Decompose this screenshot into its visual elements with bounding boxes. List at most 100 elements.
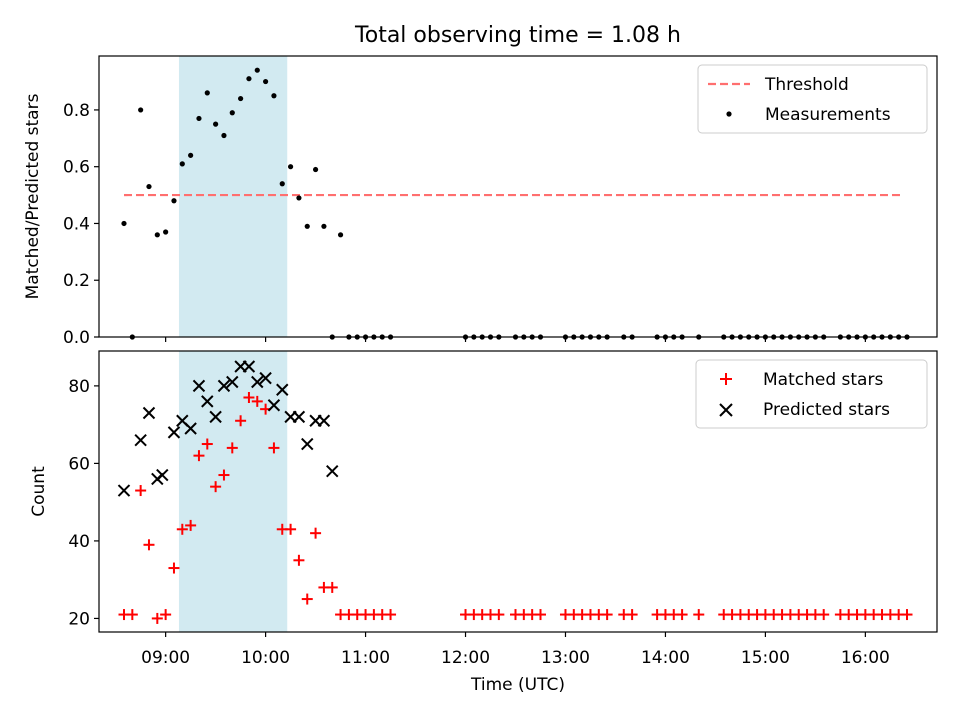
matched-point [268,442,280,454]
count-x-ticks: 09:00 10:00 11:00 12:00 13:00 14:00 15:00 16:00 [141,632,890,668]
matched-point [301,593,313,605]
measurement-point [146,183,152,190]
measurement-point [287,164,294,170]
measurement-point [138,107,144,113]
legend-measurements-label: Measurements [765,105,891,125]
y-tick-label: 0.4 [63,214,90,234]
measurement-point [321,223,327,229]
measurement-point [188,152,194,158]
measurement-point [304,223,310,229]
x-tick-label: 12:00 [441,648,490,668]
y-tick-label: 0.8 [63,101,90,121]
matched-point [160,609,172,621]
legend-predicted-label: Predicted stars [763,400,890,420]
legend-matched-swatch [720,373,732,385]
predicted-point [217,379,231,393]
count-plot-frame [98,350,938,633]
predicted-point [201,395,214,408]
predicted-point [251,375,264,389]
measurement-point [296,195,302,201]
measurement-point [121,220,127,227]
y-tick-label: 40 [68,532,90,552]
matched-point [226,442,238,454]
matched-point [185,519,197,531]
y-tick-label: 80 [68,377,90,397]
measurement-point [221,132,227,139]
measurement-point [263,78,269,85]
predicted-point [134,433,147,447]
ratio-marks [121,67,910,340]
predicted-point [276,383,289,396]
ratio-legend: Threshold Measurements [697,64,928,134]
matched-point [818,609,830,621]
matched-point [385,609,397,621]
ratio-x-ticks [165,337,866,342]
predicted-point [292,410,306,424]
ratio-legend-box [697,64,928,134]
matched-point [293,554,305,566]
matched-point [326,581,338,593]
matched-point [601,609,613,621]
matched-point [143,539,155,551]
matched-point [310,527,322,539]
predicted-point [226,375,239,389]
legend-threshold-label: Threshold [764,75,849,95]
y-tick-label: 0.2 [63,271,90,291]
ratio-y-ticks: 0.0 0.2 0.4 0.6 0.8 [63,101,99,348]
measurement-point [246,76,252,82]
matched-point [693,609,705,621]
measurement-point [171,198,177,204]
matched-point [218,469,230,481]
measurement-point [196,115,202,122]
matched-point [676,609,688,621]
ratio-plot-frame [98,55,938,338]
measurement-point [179,161,185,167]
predicted-point [242,360,256,373]
predicted-point [267,399,281,412]
highlight-span-bottom [178,351,288,632]
predicted-point [301,437,314,451]
matched-point [235,415,247,427]
predicted-point [317,414,331,427]
matched-point [210,481,222,493]
matched-point [534,609,546,621]
predicted-point [142,406,156,420]
matched-point [135,485,147,497]
highlight-span-top [178,56,288,337]
count-legend-box [695,359,928,429]
matched-point [251,395,263,407]
x-tick-label: 10:00 [241,648,290,668]
predicted-point [209,410,222,424]
count-y-axis-label: Count [29,466,49,517]
y-tick-label: 0.0 [63,328,90,348]
measurement-point [213,121,219,127]
x-axis-label: Time (UTC) [470,675,565,695]
x-tick-label: 11:00 [341,648,390,668]
legend-measurements-swatch [726,111,732,117]
measurement-point [204,90,210,96]
x-tick-label: 14:00 [641,648,690,668]
matched-point [193,450,205,462]
measurement-point [279,181,285,187]
count-panel: 20 40 60 80 09:00 10:00 11:00 12:00 13:00 14:00 1… [29,350,938,695]
predicted-point [156,468,169,482]
ratio-panel: 0.00.20.40.60.8 Matched/Predicted stars … [23,55,938,348]
measurement-point [238,95,244,102]
measurement-point [163,229,169,235]
measurement-point [337,232,344,238]
count-marks [117,360,913,624]
count-y-ticks: 20 40 60 80 [68,377,99,629]
x-tick-label: 16:00 [841,648,890,668]
predicted-point [192,379,206,393]
measurement-point [312,166,319,173]
legend-predicted-swatch [719,403,733,417]
predicted-point [167,426,181,439]
measurement-point [254,67,260,73]
legend-matched-label: Matched stars [763,370,883,390]
y-tick-label: 60 [68,454,90,474]
matched-point [901,609,913,621]
matched-point [126,609,138,621]
matched-point [168,562,180,574]
predicted-point [326,464,339,478]
